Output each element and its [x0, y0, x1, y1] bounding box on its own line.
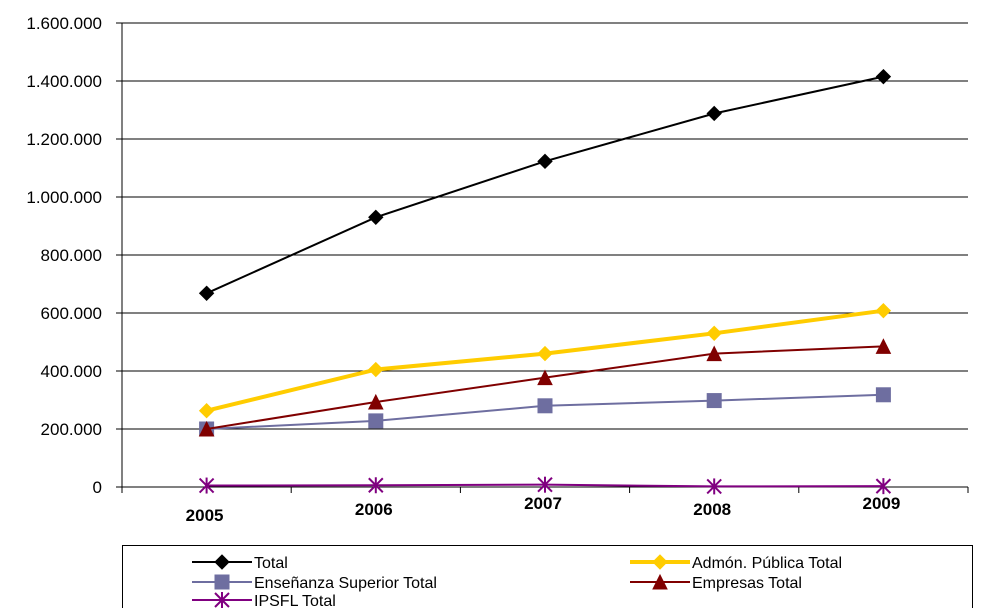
legend-box [122, 545, 973, 608]
legend: Total Admón. Pública Total Enseñanza Super… [122, 545, 973, 608]
data-point [368, 361, 384, 378]
legend-item: Enseñanza Superior Total [192, 574, 437, 592]
y-tick-labels: 0 200.000 400.000 600.000 800.000 1.000.000 1.… [26, 14, 102, 497]
data-point [875, 302, 892, 319]
data-point [875, 338, 892, 354]
x-tick-label: 2009 [862, 494, 900, 513]
data-point [537, 398, 553, 414]
y-tick-label: 1.200.000 [26, 130, 102, 149]
data-point [875, 387, 891, 403]
y-tick-label: 200.000 [41, 420, 102, 439]
y-tick-label: 600.000 [41, 304, 102, 323]
data-point [214, 592, 230, 608]
y-tick-label: 0 [93, 478, 102, 497]
legend-label: Admón. Pública Total [692, 555, 842, 572]
y-tick-label: 800.000 [41, 246, 102, 265]
x-tick-label: 2008 [693, 500, 731, 519]
data-point [367, 393, 384, 410]
data-point [706, 478, 722, 495]
series-line [206, 75, 884, 295]
data-point [652, 554, 668, 570]
data-point [368, 209, 384, 226]
data-point [875, 478, 892, 495]
x-tick-label: 2005 [186, 506, 224, 525]
data-point [368, 413, 384, 429]
legend-label: Total [254, 555, 288, 572]
data-point [706, 105, 722, 122]
series-4 [198, 476, 892, 495]
data-point [368, 477, 384, 494]
data-point [875, 68, 892, 85]
data-point [706, 345, 723, 362]
data-point [198, 285, 215, 301]
data-point [198, 403, 215, 419]
data-point [652, 573, 668, 590]
data-point [537, 345, 553, 362]
series-0 [198, 68, 892, 301]
x-tick-label: 2007 [524, 494, 562, 513]
series-lines [198, 68, 892, 495]
series-1 [198, 302, 892, 419]
gridlines [122, 22, 968, 430]
y-tick-label: 1.600.000 [26, 14, 102, 33]
data-point [537, 369, 553, 386]
legend-item: Admón. Pública Total [630, 554, 842, 572]
data-point [198, 420, 215, 437]
data-point [537, 476, 553, 493]
data-point [537, 153, 553, 170]
y-tick-label: 1.000.000 [26, 188, 102, 207]
legend-label: IPSFL Total [254, 593, 336, 608]
data-point [214, 574, 230, 590]
legend-item: IPSFL Total [192, 592, 336, 608]
legend-label: Empresas Total [692, 575, 802, 592]
series-3 [198, 338, 892, 437]
legend-label: Enseñanza Superior Total [254, 575, 437, 592]
y-tick-label: 400.000 [41, 362, 102, 381]
x-tick-label: 2006 [355, 500, 393, 519]
legend-item: Empresas Total [630, 573, 802, 592]
data-point [706, 325, 722, 342]
y-tick-label: 1.400.000 [26, 72, 102, 91]
data-point [198, 477, 215, 494]
legend-item: Total [192, 554, 288, 572]
data-point [214, 554, 230, 570]
x-tick-labels: 2005 2006 2007 2008 2009 [186, 494, 901, 525]
data-point [706, 393, 722, 409]
